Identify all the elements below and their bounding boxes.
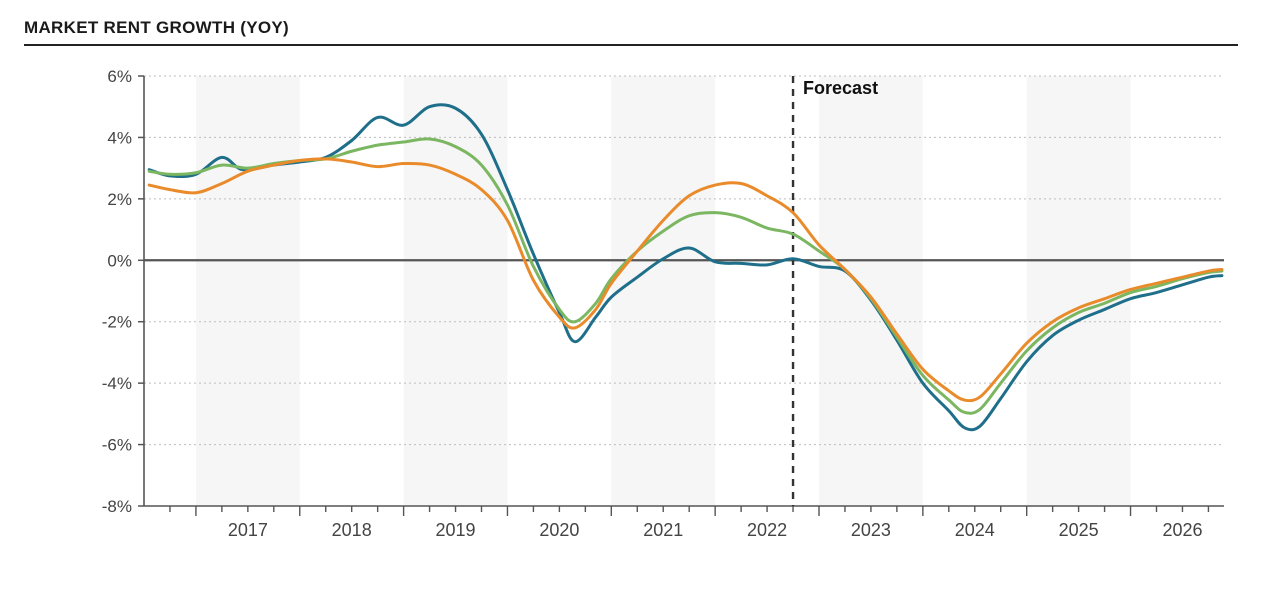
- chart-svg: 6% 4% 2% 0% -2% -4% -6% -8% 2017 2018 2019 2020 2021…: [24, 56, 1238, 566]
- title-rule: [24, 44, 1238, 46]
- svg-text:2018: 2018: [332, 520, 372, 540]
- svg-text:2021: 2021: [643, 520, 683, 540]
- svg-text:Forecast: Forecast: [803, 78, 878, 98]
- svg-text:6%: 6%: [107, 67, 132, 86]
- svg-text:2017: 2017: [228, 520, 268, 540]
- svg-text:-2%: -2%: [102, 313, 132, 332]
- chart-plot-area: 6% 4% 2% 0% -2% -4% -6% -8% 2017 2018 2019 2020 2021…: [24, 56, 1238, 566]
- svg-text:-8%: -8%: [102, 497, 132, 516]
- svg-text:2024: 2024: [955, 520, 995, 540]
- svg-text:2019: 2019: [436, 520, 476, 540]
- chart-container: MARKET RENT GROWTH (YOY) 6% 4% 2% 0% -2% -4% -…: [0, 0, 1262, 596]
- svg-text:2020: 2020: [539, 520, 579, 540]
- svg-text:4%: 4%: [107, 128, 132, 147]
- svg-text:-6%: -6%: [102, 436, 132, 455]
- svg-text:2026: 2026: [1162, 520, 1202, 540]
- svg-text:2025: 2025: [1059, 520, 1099, 540]
- svg-text:0%: 0%: [107, 251, 132, 270]
- svg-text:2023: 2023: [851, 520, 891, 540]
- svg-text:2022: 2022: [747, 520, 787, 540]
- svg-text:2%: 2%: [107, 190, 132, 209]
- svg-text:-4%: -4%: [102, 374, 132, 393]
- chart-title: MARKET RENT GROWTH (YOY): [24, 18, 1238, 44]
